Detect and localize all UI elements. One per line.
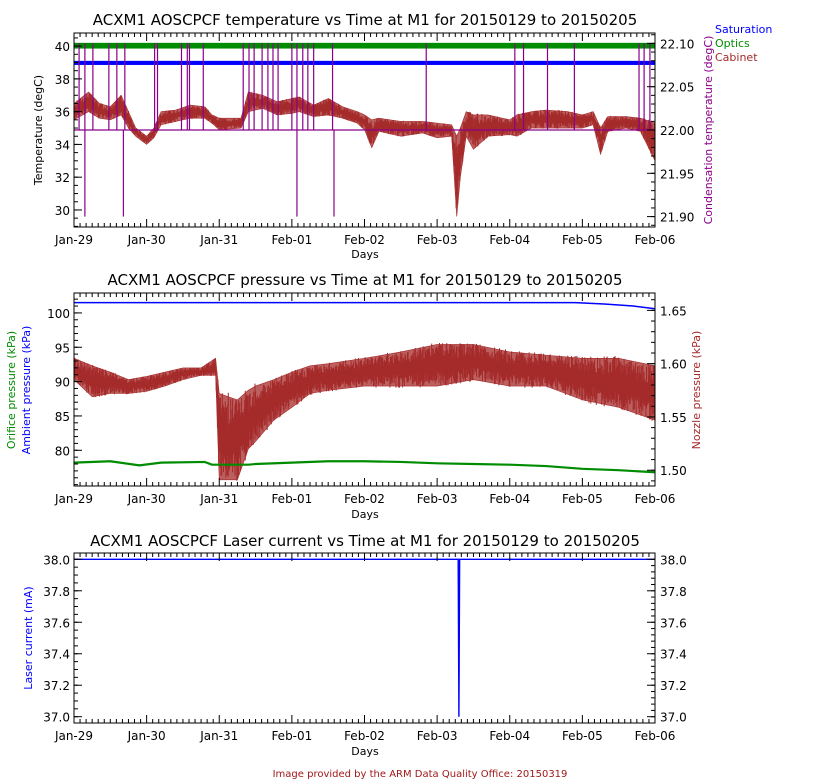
cabinet-band [73,91,656,217]
x-tick-label: Jan-31 [199,492,238,506]
plot-data [73,42,656,217]
x-tick-label: Feb-03 [417,729,458,743]
x-tick-label: Feb-04 [489,233,530,247]
y2-tick-label: 1.65 [660,304,687,318]
y2-tick-label: 1.60 [660,358,687,372]
x-tick-label: Jan-30 [127,729,166,743]
x-tick-label: Feb-04 [489,729,530,743]
pressure-x-label: Days [351,508,379,521]
y2-tick-label: 38.0 [660,553,687,567]
x-tick-label: Jan-29 [54,233,93,247]
x-tick-label: Feb-05 [562,729,603,743]
optics-band [74,42,655,49]
pressure-chart-title: ACXM1 AOSCPCF pressure vs Time at M1 for… [108,271,623,289]
nozzle-y-label: Nozzle pressure (kPa) [690,331,703,450]
ambient-line [74,301,656,310]
y2-tick-label: 22.10 [660,37,694,51]
nozzle-noise [73,343,655,481]
y-tick-label: 34 [55,138,70,152]
y-tick-label: 80 [55,444,70,458]
x-tick-label: Jan-30 [127,233,166,247]
y2-tick-label: 37.4 [660,648,687,662]
y-tick-label: 37.2 [43,679,70,693]
legend-cabinet: Cabinet [715,51,758,64]
x-tick-label: Jan-30 [127,492,166,506]
y-tick-label: 100 [47,307,70,321]
temperature-y-label: Temperature (degC) [32,75,45,186]
y2-tick-label: 37.6 [660,616,687,630]
y-tick-label: 37.0 [43,711,70,725]
y-tick-label: 38 [55,73,70,87]
x-tick-label: Feb-01 [271,233,312,247]
x-tick-label: Feb-05 [562,233,603,247]
x-tick-label: Feb-06 [635,233,676,247]
x-tick-label: Feb-02 [344,492,385,506]
x-tick-label: Feb-03 [417,233,458,247]
laser-y-label: Laser current (mA) [22,586,35,689]
y-tick-label: 38.0 [43,553,70,567]
y-tick-label: 95 [55,341,70,355]
legend-optics: Optics [715,37,750,50]
y2-tick-label: 1.55 [660,411,687,425]
condensation-y-label: Condensation temperature (degC) [702,36,715,225]
laser-x-label: Days [351,745,379,758]
x-tick-label: Jan-31 [199,729,238,743]
x-tick-label: Feb-06 [635,492,676,506]
y2-tick-label: 37.2 [660,679,687,693]
y2-tick-label: 22.05 [660,81,694,95]
x-tick-label: Feb-03 [417,492,458,506]
x-tick-label: Feb-02 [344,233,385,247]
panel-0: Jan-29 Jan-30 Jan-31 Feb-01 Feb-02 Feb-03 Feb-… [54,33,694,247]
x-tick-label: Jan-29 [54,492,93,506]
y-tick-label: 37.4 [43,648,70,662]
x-tick-label: Feb-04 [489,492,530,506]
y2-tick-label: 37.8 [660,585,687,599]
plot-frame [73,552,656,724]
y-tick-label: 85 [55,410,70,424]
saturation-band [74,60,655,65]
laser-chart-title: ACXM1 AOSCPCF Laser current vs Time at M… [90,532,640,550]
x-tick-label: Feb-02 [344,729,385,743]
y2-tick-label: 21.90 [660,211,694,225]
orifice-line [73,460,656,474]
y2-tick-label: 21.95 [660,167,694,181]
y2-tick-label: 22.00 [660,124,694,138]
x-tick-label: Feb-05 [562,492,603,506]
y-tick-label: 32 [55,171,70,185]
plot-data [73,301,656,481]
laser-current-line [74,558,655,717]
y-tick-label: 37.8 [43,585,70,599]
plot-frame [73,32,656,228]
temperature-chart-title: ACXM1 AOSCPCF temperature vs Time at M1 … [93,11,637,29]
x-tick-label: Jan-29 [54,729,93,743]
cabinet-noise [73,92,655,209]
ambient-y-label: Ambient pressure (kPa) [20,326,33,455]
plot-data [74,558,655,717]
y-tick-label: 37.6 [43,616,70,630]
x-tick-label: Feb-01 [271,729,312,743]
temperature-x-label: Days [351,248,379,261]
y-tick-label: 40 [55,40,70,54]
y2-tick-label: 37.0 [660,711,687,725]
x-tick-label: Jan-31 [199,233,238,247]
x-tick-label: Feb-01 [271,492,312,506]
legend-saturation: Saturation [715,23,772,36]
y-tick-label: 90 [55,376,70,390]
x-tick-label: Feb-06 [635,729,676,743]
y-tick-label: 36 [55,106,70,120]
footer-credit: Image provided by the ARM Data Quality O… [273,769,568,780]
y2-tick-label: 1.50 [660,464,687,478]
plot-frame [73,292,656,487]
panel-1: Jan-29 Jan-30 Jan-31 Feb-01 Feb-02 Feb-03 Feb-… [47,293,687,506]
orifice-y-label: Orifice pressure (kPa) [5,331,18,449]
panel-2: Jan-29 Jan-30 Jan-31 Feb-01 Feb-02 Feb-03 Feb-… [43,552,687,743]
y-tick-label: 30 [55,204,70,218]
